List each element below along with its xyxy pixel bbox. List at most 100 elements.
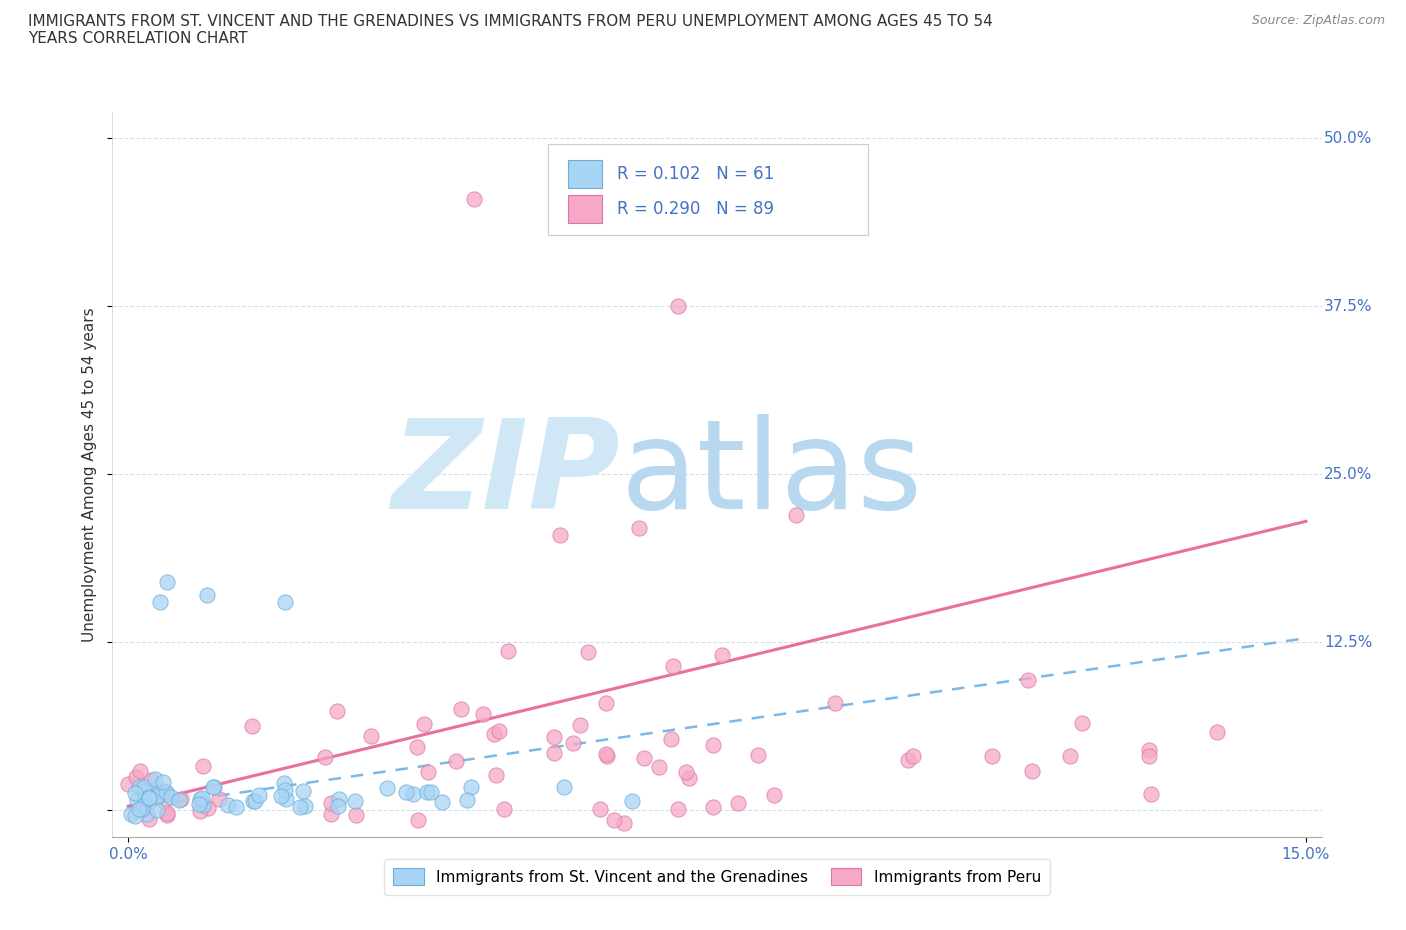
Point bbox=[120, 806, 142, 821]
Point bbox=[117, 777, 139, 791]
Point bbox=[666, 802, 689, 817]
Point bbox=[603, 812, 626, 827]
Point bbox=[139, 773, 162, 788]
Point bbox=[240, 719, 263, 734]
Point bbox=[247, 788, 270, 803]
Point bbox=[326, 703, 349, 718]
Point bbox=[678, 770, 700, 785]
Point bbox=[727, 796, 749, 811]
Point bbox=[321, 806, 343, 821]
Point bbox=[156, 575, 179, 590]
Point bbox=[134, 789, 156, 804]
Point bbox=[561, 736, 583, 751]
Point bbox=[290, 799, 312, 814]
Point bbox=[242, 793, 264, 808]
Point bbox=[589, 802, 612, 817]
Point bbox=[543, 746, 565, 761]
Point bbox=[191, 759, 214, 774]
Point bbox=[191, 797, 214, 812]
Point bbox=[405, 739, 427, 754]
Point bbox=[188, 796, 211, 811]
Point bbox=[202, 779, 225, 794]
Point bbox=[613, 816, 636, 830]
Point bbox=[134, 790, 156, 805]
Point bbox=[155, 784, 177, 799]
Point bbox=[446, 754, 468, 769]
Point bbox=[450, 702, 472, 717]
Point bbox=[152, 793, 174, 808]
Point bbox=[595, 747, 617, 762]
Point bbox=[492, 802, 515, 817]
Point bbox=[360, 728, 382, 743]
Point bbox=[127, 792, 149, 807]
Point bbox=[980, 749, 1002, 764]
Point bbox=[343, 793, 366, 808]
Point bbox=[152, 784, 174, 799]
Point bbox=[747, 748, 769, 763]
Text: R = 0.290   N = 89: R = 0.290 N = 89 bbox=[617, 200, 773, 218]
Point bbox=[132, 779, 155, 794]
Point bbox=[1139, 787, 1161, 802]
Point bbox=[785, 507, 807, 522]
Text: 37.5%: 37.5% bbox=[1324, 299, 1372, 314]
Point bbox=[124, 809, 146, 824]
FancyBboxPatch shape bbox=[548, 144, 868, 235]
Point bbox=[496, 644, 519, 658]
Point bbox=[488, 724, 510, 738]
Point bbox=[471, 706, 494, 721]
Point bbox=[903, 749, 925, 764]
Point bbox=[270, 789, 292, 804]
Point bbox=[1070, 716, 1092, 731]
Point bbox=[128, 764, 150, 778]
Point bbox=[314, 750, 336, 764]
Point bbox=[156, 787, 179, 802]
Point bbox=[321, 795, 343, 810]
Point bbox=[1137, 749, 1160, 764]
Point bbox=[146, 803, 169, 817]
Point bbox=[662, 658, 685, 673]
Point bbox=[138, 790, 160, 804]
Point bbox=[1059, 749, 1081, 764]
Point bbox=[456, 792, 478, 807]
Point bbox=[485, 768, 508, 783]
Point bbox=[633, 751, 655, 765]
Bar bbox=[568, 160, 602, 188]
Point bbox=[430, 794, 453, 809]
Point bbox=[418, 764, 440, 779]
Text: IMMIGRANTS FROM ST. VINCENT AND THE GRENADINES VS IMMIGRANTS FROM PERU UNEMPLOYM: IMMIGRANTS FROM ST. VINCENT AND THE GREN… bbox=[28, 14, 993, 29]
Point bbox=[402, 787, 425, 802]
Point bbox=[666, 299, 689, 313]
Text: atlas: atlas bbox=[620, 414, 922, 535]
Point bbox=[406, 813, 429, 828]
Point bbox=[596, 748, 619, 763]
Point bbox=[132, 784, 155, 799]
Point bbox=[416, 784, 439, 799]
Point bbox=[274, 594, 297, 609]
Point bbox=[159, 790, 181, 804]
Point bbox=[274, 792, 297, 807]
Text: ZIP: ZIP bbox=[392, 414, 620, 535]
Point bbox=[138, 795, 160, 810]
Point bbox=[627, 521, 650, 536]
Point bbox=[675, 764, 697, 779]
Point bbox=[139, 786, 162, 801]
Point bbox=[146, 789, 169, 804]
Point bbox=[128, 780, 150, 795]
Point bbox=[156, 807, 179, 822]
Point bbox=[413, 717, 436, 732]
Point bbox=[188, 792, 211, 807]
Point bbox=[1206, 724, 1229, 739]
Point bbox=[553, 779, 575, 794]
Point bbox=[762, 788, 785, 803]
Point bbox=[463, 192, 485, 206]
Point bbox=[460, 780, 482, 795]
Text: R = 0.102   N = 61: R = 0.102 N = 61 bbox=[617, 165, 773, 183]
Point bbox=[548, 527, 571, 542]
Point bbox=[394, 785, 416, 800]
Point bbox=[167, 792, 190, 807]
Text: 25.0%: 25.0% bbox=[1324, 467, 1372, 482]
Legend: Immigrants from St. Vincent and the Grenadines, Immigrants from Peru: Immigrants from St. Vincent and the Gren… bbox=[384, 858, 1050, 895]
Point bbox=[128, 802, 150, 817]
Point bbox=[273, 782, 295, 797]
Point bbox=[139, 787, 162, 802]
